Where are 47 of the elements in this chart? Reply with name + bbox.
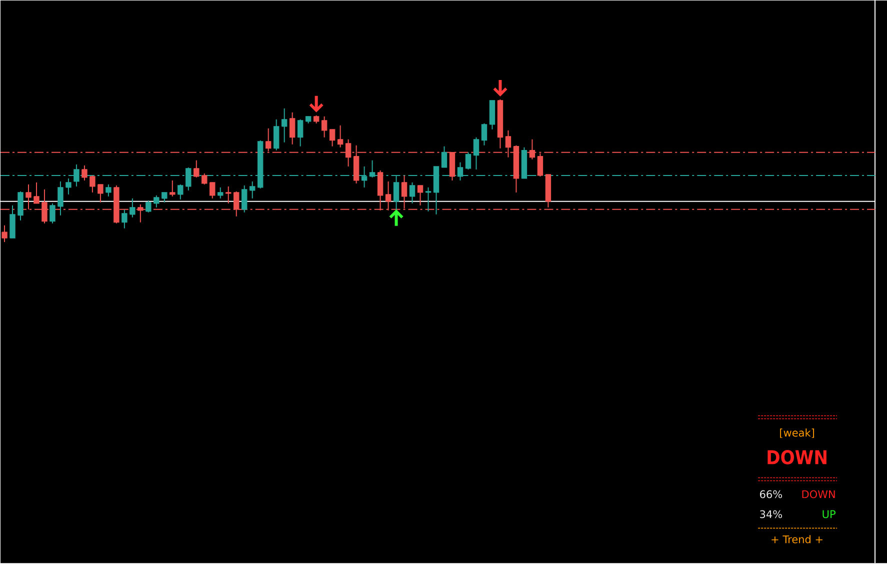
candlestick [281, 108, 288, 144]
candlestick [50, 203, 56, 224]
candlestick [82, 165, 88, 182]
candlestick [18, 191, 24, 222]
candlestick [2, 225, 8, 243]
candlestick [481, 123, 488, 146]
candlestick [329, 129, 336, 148]
candlestick [210, 182, 216, 200]
text: DOWN [768, 450, 826, 465]
text: 34% [760, 510, 782, 518]
candlestick [106, 184, 112, 198]
candlestick [66, 178, 72, 196]
candlestick [242, 185, 248, 214]
candlestick [218, 187, 224, 200]
candlestick [130, 198, 136, 218]
candlestick [297, 119, 304, 148]
candlestick [441, 146, 448, 168]
candlestick [465, 152, 472, 170]
candlestick [10, 205, 16, 239]
candlestick [425, 187, 432, 212]
candlestick [489, 100, 496, 130]
text: + Trend + [772, 535, 822, 544]
candlestick [194, 160, 200, 178]
text: DOWN [802, 490, 835, 498]
candlestick [98, 184, 104, 204]
text: 66% [760, 490, 782, 498]
candlestick [170, 180, 176, 198]
candlestick [122, 209, 128, 230]
candlestick [273, 119, 280, 152]
candlestick [154, 195, 160, 208]
candlestick [250, 181, 256, 200]
candlestick [473, 137, 480, 170]
candlestick [226, 186, 232, 204]
candlestick [162, 192, 168, 204]
text: [weak] [780, 428, 814, 438]
candlestick [289, 112, 296, 146]
candlestick [409, 182, 416, 204]
candlestick [202, 173, 208, 186]
candlestick [34, 182, 40, 204]
candlestick [178, 184, 184, 200]
candlestick [321, 116, 328, 138]
candlestick [90, 175, 96, 194]
candlestick [417, 185, 424, 206]
candlestick [146, 200, 152, 214]
candlestick [58, 181, 64, 216]
text: UP [822, 510, 836, 518]
candlestick [337, 125, 344, 148]
